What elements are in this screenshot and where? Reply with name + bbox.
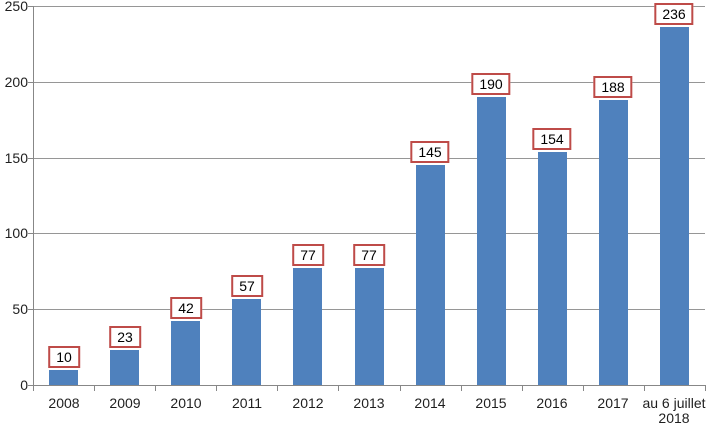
data-label: 77 bbox=[353, 244, 385, 266]
data-label: 10 bbox=[48, 346, 80, 368]
bar-2014 bbox=[416, 165, 445, 385]
x-axis-label: 2016 bbox=[536, 395, 568, 411]
x-axis-label: 2013 bbox=[353, 395, 385, 411]
bar-2008 bbox=[49, 370, 78, 385]
data-label: 42 bbox=[170, 297, 202, 319]
y-axis-tick bbox=[28, 309, 33, 310]
x-axis-label: 2009 bbox=[109, 395, 141, 411]
x-axis-tick bbox=[400, 385, 401, 391]
y-axis-label: 100 bbox=[4, 225, 28, 241]
y-axis-label: 250 bbox=[4, 0, 28, 14]
bar-2011 bbox=[232, 299, 261, 385]
x-axis-label: 2017 bbox=[597, 395, 629, 411]
y-axis-label: 200 bbox=[4, 74, 28, 90]
y-gridline bbox=[33, 233, 705, 234]
x-axis-label: 2011 bbox=[231, 395, 263, 411]
x-axis-tick bbox=[461, 385, 462, 391]
x-axis-tick bbox=[216, 385, 217, 391]
y-axis-label: 150 bbox=[4, 150, 28, 166]
data-label: 57 bbox=[231, 275, 263, 297]
bar-2010 bbox=[171, 321, 200, 385]
x-axis-tick bbox=[94, 385, 95, 391]
x-axis-tick bbox=[155, 385, 156, 391]
x-axis-tick bbox=[522, 385, 523, 391]
bar-2016 bbox=[538, 152, 567, 385]
x-axis-label: 2015 bbox=[475, 395, 507, 411]
data-label: 188 bbox=[593, 76, 633, 98]
bar-2009 bbox=[110, 350, 139, 385]
y-axis-tick bbox=[28, 6, 33, 7]
data-label: 145 bbox=[410, 141, 450, 163]
bar-2017 bbox=[599, 100, 628, 385]
x-axis-tick bbox=[338, 385, 339, 391]
y-axis-label: 50 bbox=[12, 301, 28, 317]
x-axis-label: 2012 bbox=[292, 395, 324, 411]
x-axis-line bbox=[28, 385, 705, 386]
x-axis-tick bbox=[705, 385, 706, 391]
x-axis-tick bbox=[277, 385, 278, 391]
y-gridline bbox=[33, 6, 705, 7]
bar-2015 bbox=[477, 97, 506, 385]
data-label: 23 bbox=[109, 326, 141, 348]
y-gridline bbox=[33, 158, 705, 159]
data-label: 77 bbox=[292, 244, 324, 266]
x-axis-label: au 6 juillet 2018 bbox=[642, 395, 706, 426]
data-label: 190 bbox=[471, 73, 511, 95]
data-label: 154 bbox=[532, 128, 572, 150]
x-axis-label: 2010 bbox=[170, 395, 202, 411]
bar-au-6-juillet-2018 bbox=[660, 27, 689, 385]
y-axis-line bbox=[33, 6, 34, 385]
x-axis-tick bbox=[33, 385, 34, 391]
bar-2013 bbox=[355, 268, 384, 385]
bar-2012 bbox=[293, 268, 322, 385]
x-axis-tick bbox=[644, 385, 645, 391]
y-axis-label: 0 bbox=[20, 377, 28, 393]
x-axis-tick bbox=[583, 385, 584, 391]
x-axis-label: 2008 bbox=[48, 395, 80, 411]
data-label: 236 bbox=[654, 3, 694, 25]
x-axis-label: 2014 bbox=[414, 395, 446, 411]
y-gridline bbox=[33, 82, 705, 83]
y-axis-tick bbox=[28, 82, 33, 83]
y-axis-tick bbox=[28, 233, 33, 234]
y-axis-tick bbox=[28, 158, 33, 159]
